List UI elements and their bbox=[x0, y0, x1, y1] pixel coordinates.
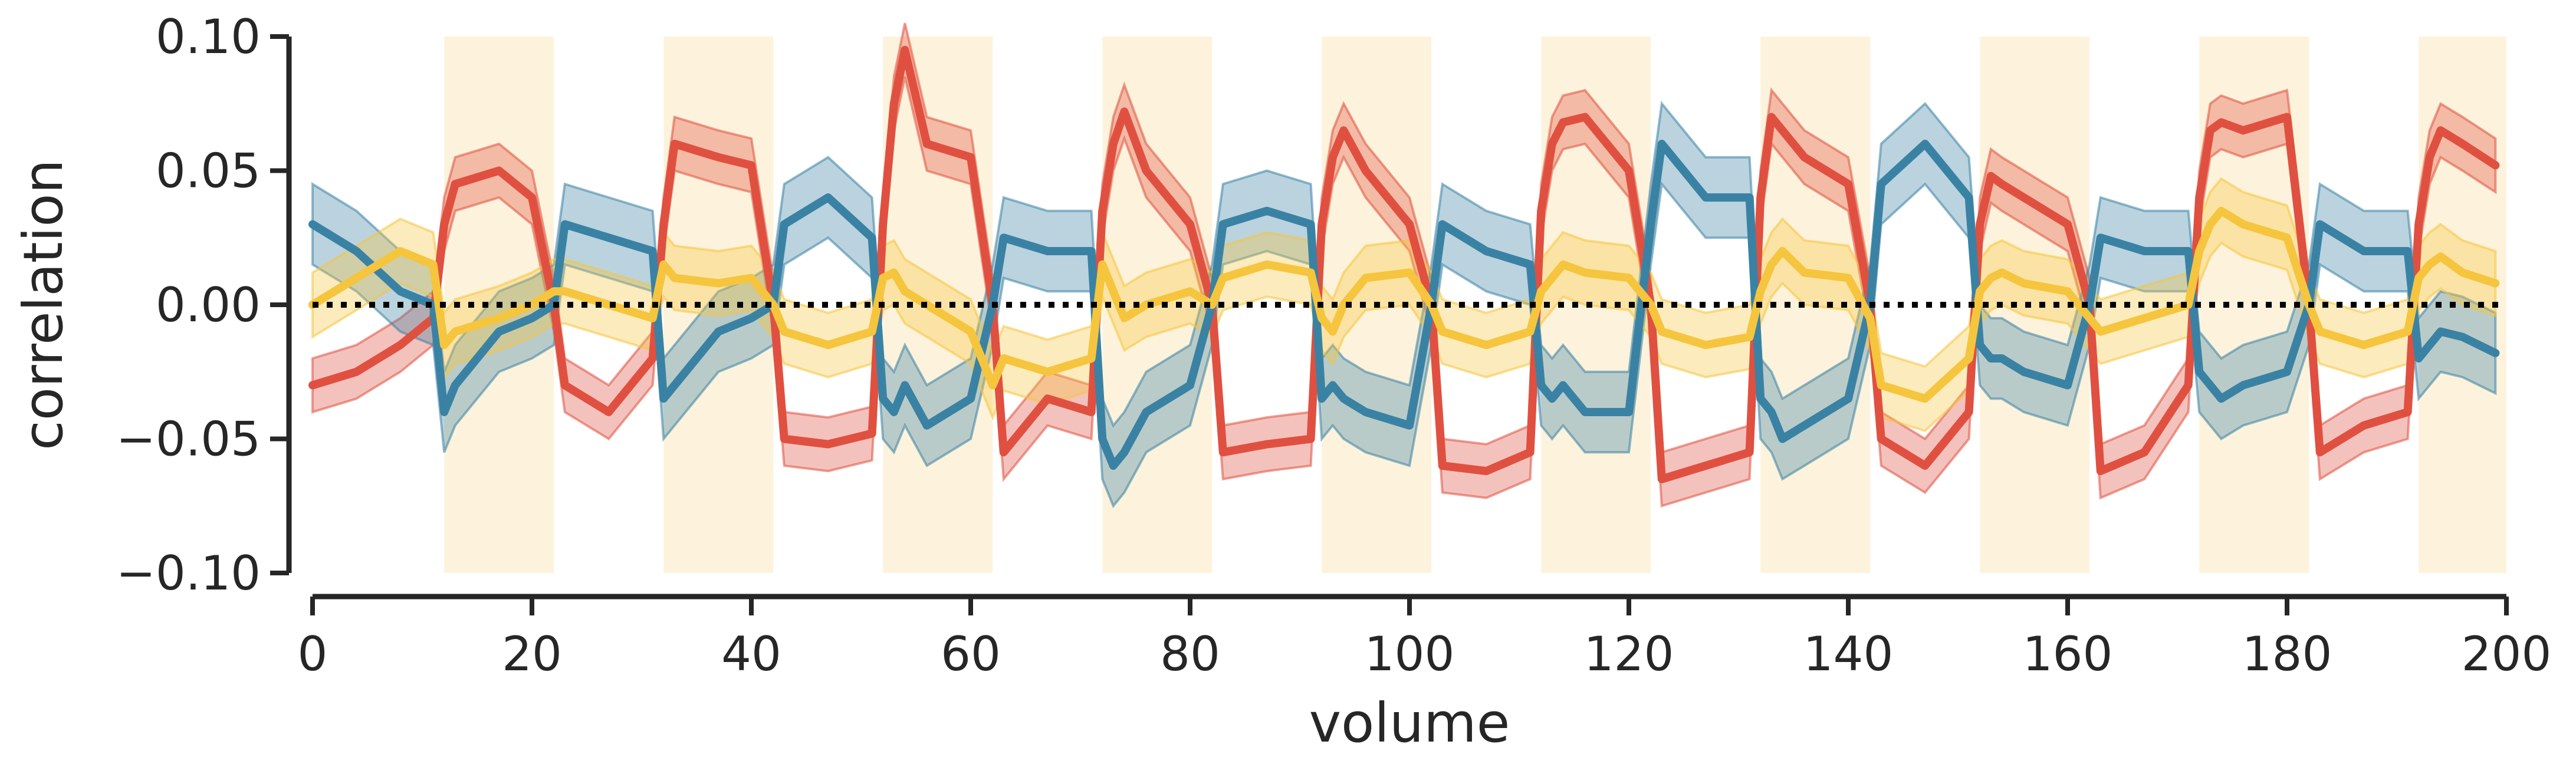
y-tick-label: 0.05 bbox=[156, 144, 261, 199]
x-tick-label: 160 bbox=[2023, 627, 2113, 681]
series-1-line bbox=[308, 140, 2500, 470]
x-tick-label: 0 bbox=[298, 627, 328, 681]
y-tick-label: −0.05 bbox=[116, 412, 261, 467]
x-tick-label: 80 bbox=[1160, 627, 1220, 681]
x-tick-label: 120 bbox=[1584, 627, 1674, 681]
x-tick-label: 180 bbox=[2242, 627, 2332, 681]
x-tick-label: 40 bbox=[721, 627, 781, 681]
y-axis-title: correlation bbox=[12, 159, 75, 450]
series-0-line bbox=[308, 45, 2500, 483]
x-tick-label: 200 bbox=[2462, 627, 2552, 681]
x-axis-title: volume bbox=[1309, 691, 1510, 755]
x-tick-label: 140 bbox=[1803, 627, 1894, 681]
axes: −0.10 −0.05 0.00 0.05 0.10 0 20 40 60 80 100 120 140… bbox=[116, 9, 2552, 681]
series-lines bbox=[308, 45, 2500, 483]
y-tick-label: 0.00 bbox=[156, 278, 261, 332]
y-tick-label: −0.10 bbox=[116, 546, 261, 601]
y-tick-label: 0.10 bbox=[156, 9, 261, 64]
x-tick-label: 60 bbox=[941, 627, 1001, 681]
series-2-line bbox=[308, 206, 2500, 403]
x-tick-label: 20 bbox=[502, 627, 562, 681]
x-tick-label: 100 bbox=[1365, 627, 1455, 681]
